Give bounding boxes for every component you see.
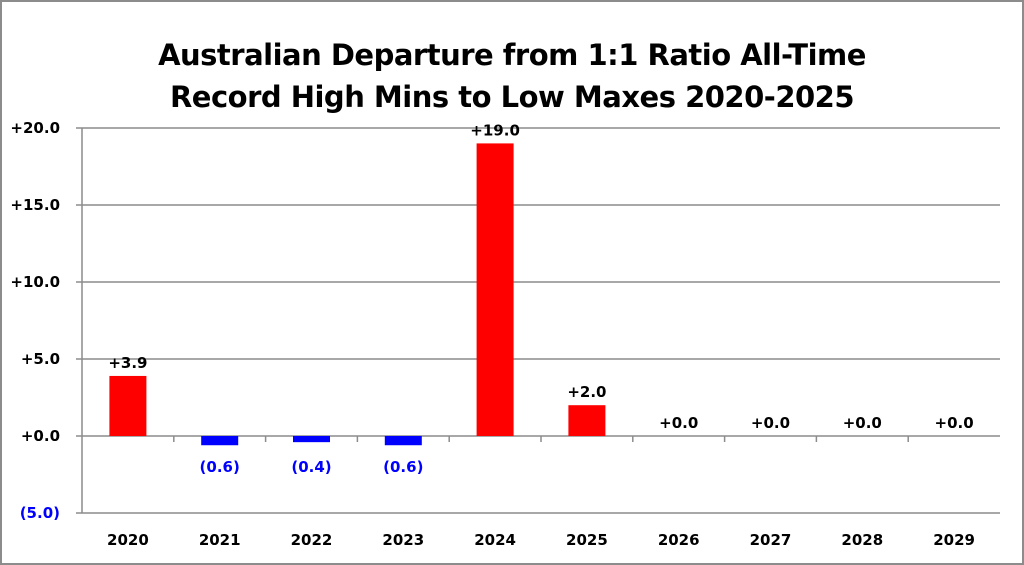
data-label-2027: +0.0 xyxy=(751,414,790,432)
y-tick-label: +0.0 xyxy=(21,427,60,445)
data-label-2029: +0.0 xyxy=(935,414,974,432)
bar-2022 xyxy=(293,436,330,443)
x-tick-label: 2029 xyxy=(933,531,975,549)
bar-2021 xyxy=(201,436,239,446)
chart-title-line-1: Australian Departure from 1:1 Ratio All-… xyxy=(158,38,866,72)
data-label-2021: (0.6) xyxy=(200,458,240,476)
data-label-2024: +19.0 xyxy=(470,121,520,139)
x-tick-label: 2028 xyxy=(841,531,883,549)
chart-title: Australian Departure from 1:1 Ratio All-… xyxy=(0,34,1024,118)
y-tick-label: +15.0 xyxy=(10,196,60,214)
x-tick-label: 2020 xyxy=(107,531,149,549)
data-label-2023: (0.6) xyxy=(383,458,423,476)
data-label-2028: +0.0 xyxy=(843,414,882,432)
data-label-2020: +3.9 xyxy=(108,354,147,372)
bar-2024 xyxy=(476,143,514,436)
data-label-2025: +2.0 xyxy=(567,383,606,401)
data-label-2022: (0.4) xyxy=(291,458,331,476)
bar-2025 xyxy=(568,405,606,436)
x-tick-label: 2027 xyxy=(750,531,792,549)
x-tick-label: 2022 xyxy=(291,531,333,549)
chart-title-line-2: Record High Mins to Low Maxes 2020-2025 xyxy=(169,80,855,114)
bar-2023 xyxy=(384,436,422,446)
y-tick-label: +5.0 xyxy=(21,350,60,368)
x-tick-label: 2023 xyxy=(382,531,424,549)
data-label-2026: +0.0 xyxy=(659,414,698,432)
bar-2020 xyxy=(109,375,147,436)
y-tick-label: +10.0 xyxy=(10,273,60,291)
x-tick-label: 2021 xyxy=(199,531,241,549)
y-tick-label: (5.0) xyxy=(20,504,60,522)
x-tick-label: 2026 xyxy=(658,531,700,549)
x-tick-label: 2025 xyxy=(566,531,608,549)
y-tick-label: +20.0 xyxy=(10,119,60,137)
x-tick-label: 2024 xyxy=(474,531,516,549)
